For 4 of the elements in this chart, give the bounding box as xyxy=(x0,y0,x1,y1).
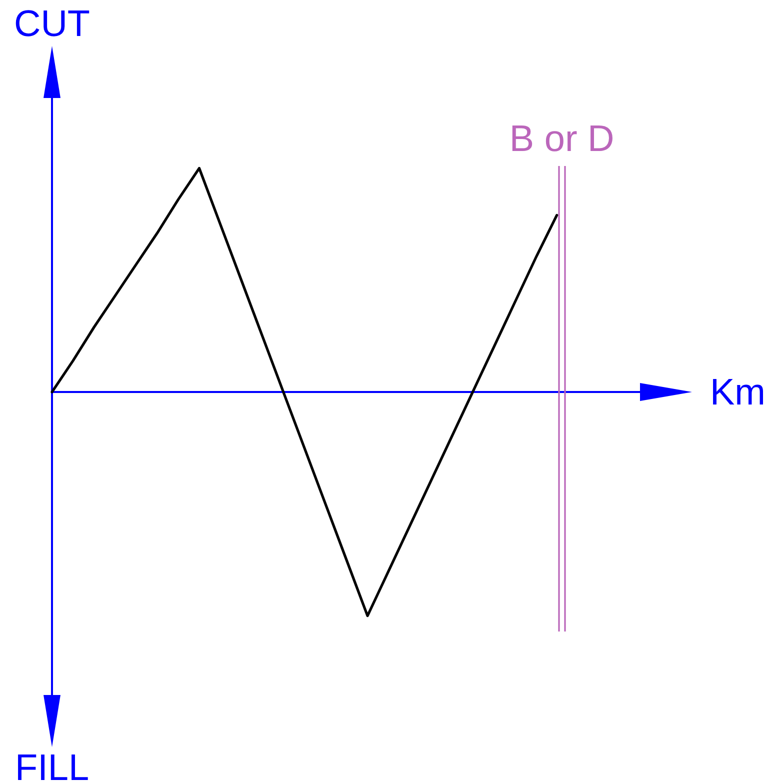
x-axis-title: Km xyxy=(710,372,766,413)
text: B or D xyxy=(509,118,614,159)
text: FILL xyxy=(14,747,90,784)
y-axis-title: CUT xyxy=(14,3,90,44)
